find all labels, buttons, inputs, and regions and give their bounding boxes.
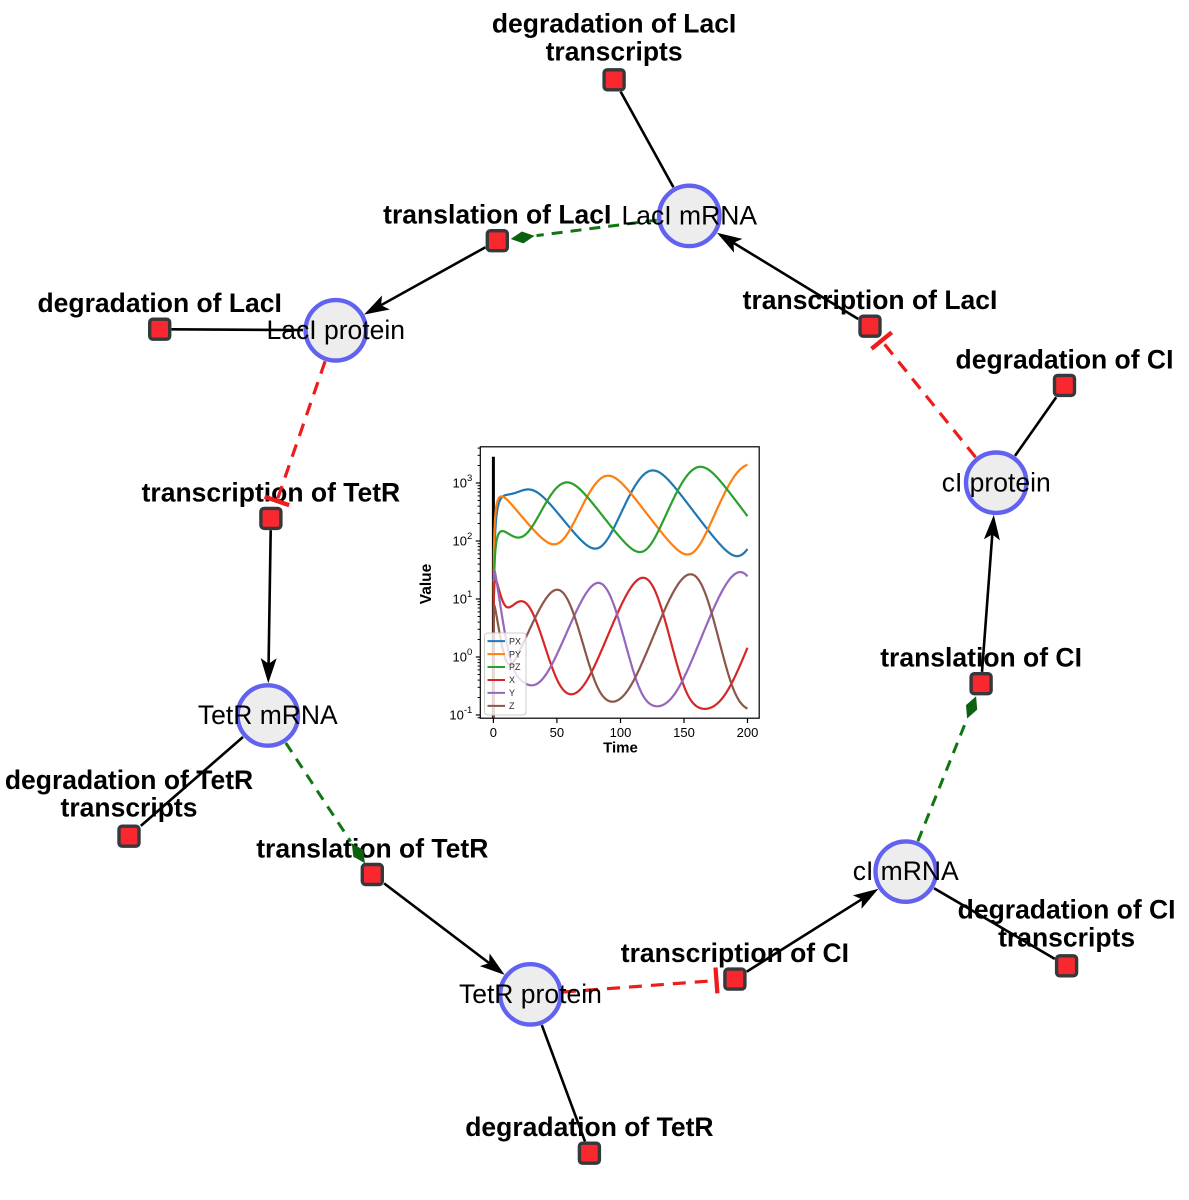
svg-text:LacI protein: LacI protein (267, 315, 405, 345)
svg-text:transcription of CI: transcription of CI (621, 938, 849, 968)
svg-text:degradation of LacI: degradation of LacI (492, 9, 736, 39)
svg-text:150: 150 (673, 725, 695, 740)
svg-text:translation of LacI: translation of LacI (383, 200, 611, 230)
svg-text:transcription of TetR: transcription of TetR (142, 477, 401, 507)
svg-text:LacI mRNA: LacI mRNA (622, 201, 758, 231)
svg-text:X: X (509, 675, 515, 685)
svg-text:Value: Value (418, 563, 435, 604)
svg-text:50: 50 (550, 725, 564, 740)
svg-text:degradation of LacI: degradation of LacI (37, 288, 281, 318)
svg-text:degradation of CI: degradation of CI (956, 344, 1174, 374)
svg-text:TetR mRNA: TetR mRNA (198, 700, 338, 730)
svg-text:transcripts: transcripts (998, 922, 1135, 952)
svg-text:translation of TetR: translation of TetR (256, 834, 488, 864)
svg-text:transcripts: transcripts (546, 36, 683, 66)
svg-text:200: 200 (737, 725, 759, 740)
svg-text:Time: Time (603, 739, 638, 756)
svg-text:100: 100 (610, 725, 632, 740)
svg-text:PY: PY (509, 649, 521, 659)
svg-text:degradation of CI: degradation of CI (958, 895, 1176, 925)
svg-text:PX: PX (509, 636, 521, 646)
svg-text:Y: Y (509, 688, 515, 698)
svg-text:degradation of TetR: degradation of TetR (465, 1112, 713, 1142)
svg-text:degradation of TetR: degradation of TetR (5, 765, 253, 795)
svg-text:Z: Z (509, 701, 515, 711)
svg-text:TetR protein: TetR protein (459, 979, 602, 1009)
svg-text:cI protein: cI protein (942, 467, 1051, 497)
svg-text:0: 0 (490, 725, 497, 740)
svg-text:transcripts: transcripts (61, 793, 198, 823)
svg-text:cI mRNA: cI mRNA (853, 856, 959, 886)
svg-text:transcription of LacI: transcription of LacI (743, 285, 998, 315)
svg-text:PZ: PZ (509, 662, 521, 672)
